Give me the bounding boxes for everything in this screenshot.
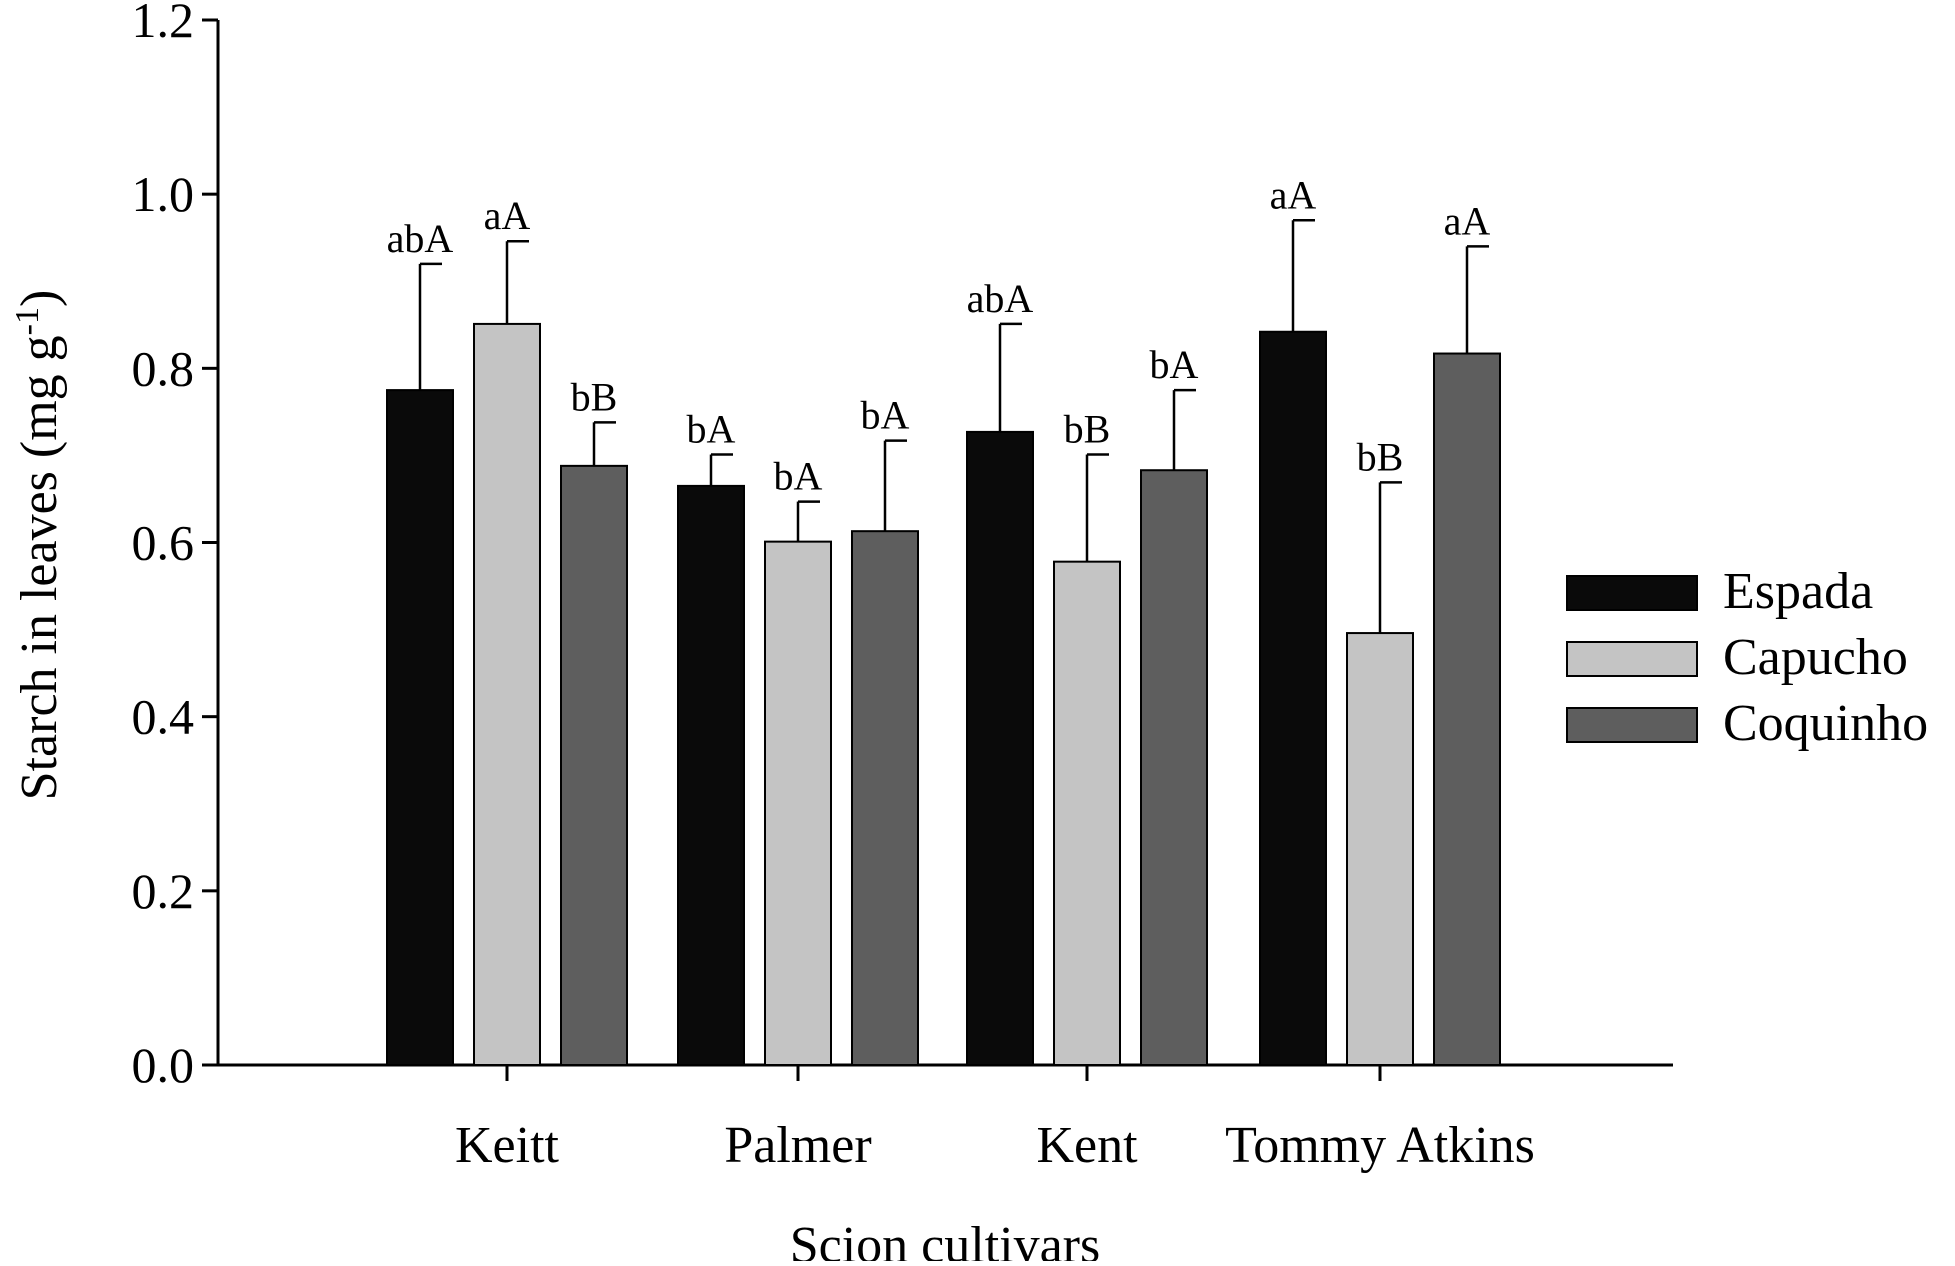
significance-label: aA [484, 193, 531, 238]
y-tick-label: 0.2 [132, 863, 195, 919]
bar [473, 322, 541, 1066]
bar [1140, 469, 1208, 1066]
legend-label: Espada [1723, 563, 1873, 620]
legend-swatch [1566, 707, 1698, 743]
significance-label: abA [387, 216, 454, 261]
significance-label: bA [687, 407, 736, 452]
bar [1053, 560, 1121, 1066]
significance-label: aA [1270, 172, 1317, 217]
significance-label: bA [861, 393, 910, 438]
significance-label: bB [1357, 434, 1404, 479]
y-axis-title-superscript: -1 [9, 307, 46, 335]
bar [1433, 352, 1501, 1066]
y-axis-title-main: Starch in leaves (mg g [11, 335, 68, 800]
bar [1259, 330, 1327, 1066]
legend-label: Capucho [1723, 629, 1908, 686]
bar [677, 484, 745, 1067]
significance-label: bA [774, 454, 823, 499]
legend-label: Coquinho [1723, 695, 1928, 752]
y-ticks: 0.0 0.2 0.4 0.6 0.8 1.0 1.2 [132, 0, 218, 1093]
bars [386, 322, 1501, 1067]
legend-swatch [1566, 641, 1698, 677]
y-axis-title-suffix: ) [11, 290, 68, 307]
x-category-label: Tommy Atkins [1225, 1117, 1535, 1174]
bar [560, 464, 628, 1067]
x-ticks: Keitt Palmer Kent Tommy Atkins [455, 1065, 1535, 1174]
significance-label: bB [571, 374, 618, 419]
y-tick-label: 0.6 [132, 515, 195, 571]
legend: Espada Capucho Coquinho [1566, 563, 1928, 752]
bar [764, 540, 832, 1066]
significance-label: abA [967, 276, 1034, 321]
y-tick-label: 1.0 [132, 166, 195, 222]
error-bars [418, 219, 1489, 634]
significance-label: bA [1150, 342, 1199, 387]
bar [1346, 632, 1414, 1066]
legend-swatch [1566, 575, 1698, 611]
y-tick-label: 0.0 [132, 1037, 195, 1093]
y-tick-label: 0.8 [132, 340, 195, 396]
y-tick-label: 1.2 [132, 0, 195, 48]
bar [386, 389, 454, 1066]
significance-label: bB [1064, 407, 1111, 452]
x-category-label: Keitt [455, 1117, 560, 1174]
bar [966, 430, 1034, 1066]
y-tick-label: 0.4 [132, 689, 195, 745]
significance-labels: abA bA abA aA aA bA bB bB bB bA bA aA [387, 172, 1491, 498]
x-axis-title: Scion cultivars [790, 1217, 1101, 1261]
x-category-label: Palmer [724, 1117, 871, 1174]
y-axis-title: Starch in leaves (mg g-1) [9, 290, 68, 801]
significance-label: aA [1444, 198, 1491, 243]
bar [851, 530, 919, 1066]
x-category-label: Kent [1036, 1117, 1138, 1174]
